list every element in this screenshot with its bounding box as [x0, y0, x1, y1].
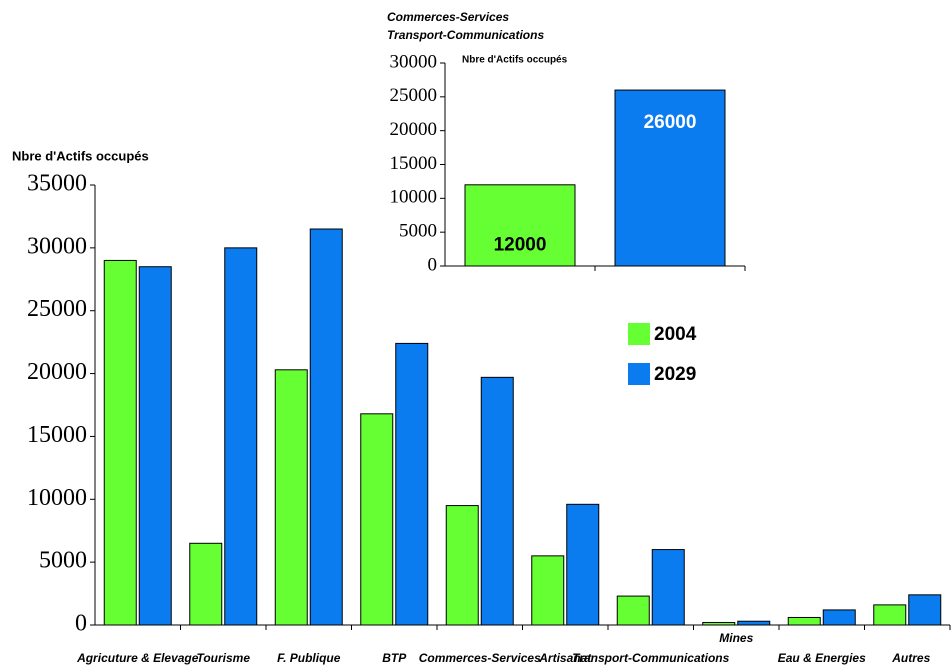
bar	[445, 505, 479, 626]
bar	[614, 89, 726, 267]
y-tick-label: 0	[75, 611, 87, 637]
y-axis-label: Nbre d'Actifs occupés	[12, 148, 149, 163]
bar	[702, 621, 736, 626]
y-tick-label: 25000	[27, 296, 87, 322]
x-tick-label: Transport-Communications	[572, 651, 729, 665]
legend-swatch	[628, 323, 650, 345]
legend-label: 2029	[654, 364, 696, 385]
y-tick-label: 15000	[27, 422, 87, 448]
y-tick-label: 35000	[27, 171, 87, 197]
legend-label: 2004	[654, 324, 697, 345]
y-tick-label: 30000	[390, 51, 438, 72]
y-tick-label: 20000	[27, 359, 87, 385]
y-tick-label: 20000	[390, 119, 438, 140]
bar	[787, 616, 821, 626]
bar	[566, 503, 600, 626]
x-tick-label: Eau & Energies	[778, 651, 866, 665]
bar	[616, 595, 650, 626]
bar	[651, 549, 685, 626]
bar	[189, 542, 223, 626]
bar	[395, 342, 429, 626]
bar	[873, 604, 907, 626]
x-tick-label: Tourisme	[196, 651, 250, 665]
inset-title: Transport-Communications	[387, 28, 544, 42]
x-tick-label: Mines	[719, 631, 753, 645]
bar	[360, 413, 394, 626]
bar	[464, 184, 576, 267]
bar	[103, 259, 137, 626]
bar	[224, 247, 258, 626]
value-label: 26000	[644, 112, 697, 133]
y-tick-label: 5000	[399, 221, 437, 242]
x-tick-label: F. Publique	[277, 651, 341, 665]
bar	[138, 266, 172, 626]
x-tick-label: Commerces-Services	[419, 651, 541, 665]
x-tick-label: BTP	[382, 651, 407, 665]
y-axis-label: Nbre d'Actifs occupés	[462, 55, 568, 66]
y-tick-label: 5000	[39, 548, 87, 574]
legend-swatch	[628, 363, 650, 385]
y-tick-label: 30000	[27, 233, 87, 259]
x-tick-label: Autres	[891, 651, 930, 665]
bar	[274, 369, 308, 626]
x-tick-label: Artisanat	[538, 651, 592, 665]
x-tick-label: Agricuture & Elevage	[76, 651, 199, 665]
y-tick-label: 25000	[390, 85, 438, 106]
y-tick-label: 15000	[390, 153, 438, 174]
bar	[822, 609, 856, 626]
y-tick-label: 10000	[390, 187, 438, 208]
bar	[531, 555, 565, 626]
bar	[480, 376, 514, 626]
bar	[309, 228, 343, 626]
y-tick-label: 0	[428, 254, 438, 275]
bar	[737, 620, 771, 626]
y-tick-label: 10000	[27, 485, 87, 511]
value-label: 12000	[494, 234, 547, 255]
inset-title: Commerces-Services	[387, 10, 509, 24]
bar	[908, 594, 942, 626]
